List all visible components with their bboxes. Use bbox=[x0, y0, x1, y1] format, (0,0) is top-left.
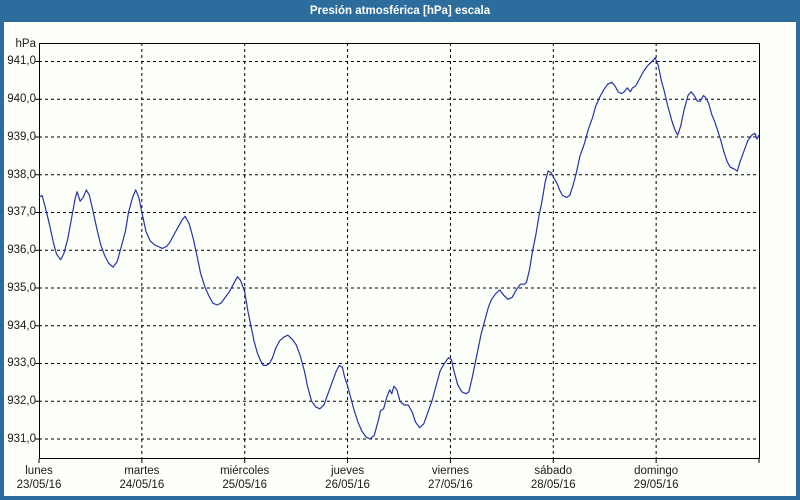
x-day-label: sábado 28/05/16 bbox=[501, 464, 605, 492]
day-date: 28/05/16 bbox=[530, 479, 576, 491]
y-tick-label: 941,0 bbox=[7, 55, 36, 68]
y-tick-label: 938,0 bbox=[7, 168, 36, 181]
day-name: sábado bbox=[534, 465, 573, 477]
pressure-series-line bbox=[38, 57, 760, 440]
window-title: Presión atmosférica [hPa] escala bbox=[309, 5, 491, 17]
x-day-label: miércoles 25/05/16 bbox=[193, 464, 297, 492]
y-tick-label: 936,0 bbox=[7, 244, 36, 257]
day-name: lunes bbox=[25, 465, 53, 477]
day-date: 26/05/16 bbox=[325, 479, 370, 491]
y-axis-unit-label: hPa bbox=[15, 38, 36, 50]
y-tick-label: 937,0 bbox=[7, 206, 36, 219]
y-tick-label: 939,0 bbox=[7, 130, 36, 143]
y-tick-label: 935,0 bbox=[7, 281, 36, 294]
day-date: 25/05/16 bbox=[222, 479, 268, 491]
x-day-label: viernes 27/05/16 bbox=[398, 464, 502, 492]
day-name: martes bbox=[124, 465, 160, 477]
y-tick-label: 932,0 bbox=[7, 395, 36, 408]
y-tick-label: 933,0 bbox=[7, 357, 36, 370]
pressure-line-chart bbox=[35, 43, 760, 463]
chart-panel bbox=[4, 22, 796, 496]
x-day-label: lunes 23/05/16 bbox=[0, 464, 91, 492]
x-day-label: martes 24/05/16 bbox=[90, 464, 194, 492]
day-name: domingo bbox=[634, 465, 679, 477]
y-tick-label: 931,0 bbox=[7, 432, 36, 445]
plot-border bbox=[39, 43, 760, 459]
day-name: miércoles bbox=[220, 465, 270, 477]
day-date: 24/05/16 bbox=[119, 479, 165, 491]
day-name: jueves bbox=[330, 465, 365, 477]
day-name: viernes bbox=[431, 465, 469, 477]
day-date: 29/05/16 bbox=[633, 479, 679, 491]
x-day-label: jueves 26/05/16 bbox=[296, 464, 400, 492]
day-date: 27/05/16 bbox=[428, 479, 473, 491]
day-date: 23/05/16 bbox=[16, 479, 62, 491]
x-day-label: domingo 29/05/16 bbox=[604, 464, 708, 492]
window-title-bar: Presión atmosférica [hPa] escala bbox=[0, 0, 800, 22]
y-tick-label: 940,0 bbox=[7, 93, 36, 106]
y-tick-label: 934,0 bbox=[7, 319, 36, 332]
